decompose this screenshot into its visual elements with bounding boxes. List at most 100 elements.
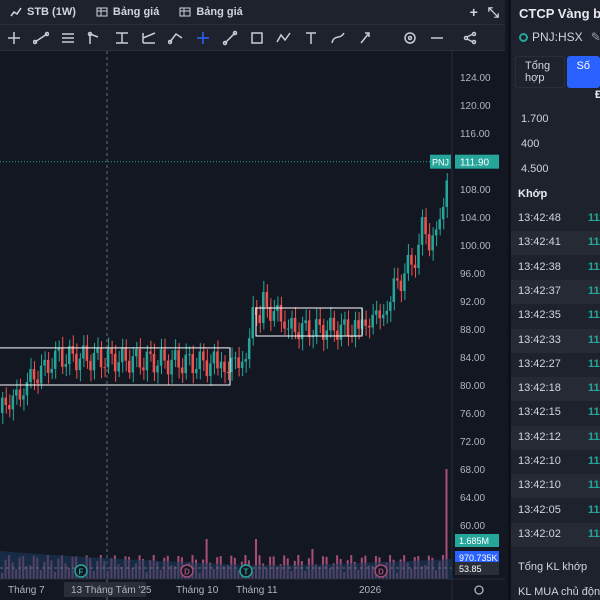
range-box[interactable] <box>0 347 231 386</box>
candle-body <box>304 320 307 324</box>
add-tab-button[interactable]: + <box>469 4 478 20</box>
trades-header: Khớp <box>518 188 548 200</box>
event-marker[interactable] <box>374 564 388 578</box>
y-tick-label: 80.00 <box>460 381 485 392</box>
cursor-tool[interactable] <box>189 25 216 51</box>
total-volume-label: Tổng KL khớp <box>518 561 588 573</box>
candle-body <box>85 345 89 361</box>
trade-price: 111 <box>588 357 600 370</box>
share-icon <box>463 31 476 44</box>
trendline-tool[interactable] <box>27 25 54 51</box>
candle-body <box>413 264 417 269</box>
arrow-marker-tool[interactable] <box>351 25 378 51</box>
trade-row: 13:42:38 111 <box>511 256 600 280</box>
candle-body <box>50 368 53 373</box>
info-line-tool[interactable] <box>81 25 108 51</box>
x-tick-label: Tháng 11 <box>236 585 278 596</box>
candle-body <box>4 397 8 406</box>
gear-icon[interactable] <box>474 585 484 595</box>
pitchfork-icon <box>167 32 182 44</box>
event-marker[interactable] <box>180 564 194 578</box>
candle-body <box>290 317 293 329</box>
curve-tool[interactable] <box>324 25 351 51</box>
line-tool[interactable] <box>423 25 450 51</box>
candle-body <box>318 319 322 325</box>
path-tool[interactable] <box>270 25 297 51</box>
tab-tong-hop[interactable]: Tổng hợp <box>515 56 565 88</box>
candle-body <box>353 320 357 337</box>
tab-bang-gia-2[interactable]: Bảng giá <box>169 0 252 25</box>
y-tick-label: 76.00 <box>460 409 485 420</box>
candle-body <box>113 353 117 372</box>
trade-row: 13:42:18 111 <box>511 377 600 402</box>
edit-icon[interactable]: ✎ <box>590 30 600 44</box>
candle-body <box>1 397 4 413</box>
candle-body <box>300 323 304 340</box>
candle-body <box>417 244 420 269</box>
horizontal-line-icon <box>115 31 128 44</box>
candle-body <box>68 346 71 365</box>
candle-body <box>396 278 399 281</box>
crosshair-icon <box>7 31 20 44</box>
trade-time: 13:42:37 <box>518 284 561 297</box>
tab-bang-gia-1[interactable]: Bảng giá <box>86 0 169 25</box>
rectangle-tool[interactable] <box>243 25 270 51</box>
pitchfork-tool[interactable] <box>162 25 189 51</box>
brush-tool[interactable] <box>216 25 243 51</box>
candle-body <box>371 314 374 328</box>
candle-body <box>410 254 413 265</box>
channel-tool[interactable] <box>135 25 162 51</box>
event-marker[interactable] <box>74 564 88 578</box>
ticker-row: PNJ:HSX ✎ <box>519 30 600 44</box>
horizontal-line-tool[interactable] <box>108 25 135 51</box>
trade-time: 13:42:27 <box>518 357 561 370</box>
range-box[interactable] <box>255 307 363 337</box>
candle-body <box>420 217 424 245</box>
ray-icon <box>61 32 74 43</box>
eye-tool[interactable] <box>396 25 423 51</box>
candle-body <box>106 348 110 368</box>
candle-body <box>357 320 360 329</box>
trade-row: 13:42:35 111 <box>511 304 600 328</box>
candle-body <box>339 324 343 340</box>
table-icon <box>96 7 108 17</box>
price-chart[interactable]: 124.00120.00116.00112.00108.00104.00100.… <box>0 51 505 600</box>
tab-label: STB (1W) <box>27 6 76 18</box>
price-axis[interactable] <box>452 51 505 600</box>
volume-tag <box>455 562 499 575</box>
tab-bar: STB (1W) Bảng giá Bảng giá + ⤡ <box>0 0 505 25</box>
share-tool[interactable] <box>456 25 483 51</box>
text-icon <box>305 31 316 44</box>
candle-body <box>269 306 272 321</box>
tab-so[interactable]: Số <box>566 56 600 88</box>
text-tool[interactable] <box>297 25 324 51</box>
candle-body <box>329 317 332 331</box>
candle-body <box>244 359 247 362</box>
candle-body <box>374 310 378 315</box>
y-tick-label: 120.00 <box>460 101 491 112</box>
ray-tool[interactable] <box>54 25 81 51</box>
candle-body <box>18 389 22 400</box>
rectangle-icon <box>250 31 263 44</box>
candle-body <box>8 405 11 410</box>
trade-time: 13:42:05 <box>518 503 561 516</box>
candle-body <box>177 350 180 368</box>
candle-body <box>307 320 311 338</box>
y-tick-label: 92.00 <box>460 297 485 308</box>
candle-body <box>367 325 371 328</box>
info-line-icon <box>87 31 98 44</box>
collapse-button[interactable]: ⤡ <box>487 4 499 20</box>
candle-body <box>163 349 166 361</box>
order-volume: 4.500 <box>521 163 549 175</box>
candle-body <box>78 358 82 371</box>
tab-stb-chart[interactable]: STB (1W) <box>0 0 86 25</box>
y-tick-label: 68.00 <box>460 465 485 476</box>
candle-body <box>92 352 96 371</box>
event-marker[interactable] <box>239 564 253 578</box>
trendline-icon <box>32 31 49 44</box>
candle-body <box>322 324 325 340</box>
candle-body <box>283 321 286 329</box>
order-header: Đặ <box>595 89 600 101</box>
crosshair-tool[interactable] <box>0 25 27 51</box>
candle-body <box>392 278 396 302</box>
